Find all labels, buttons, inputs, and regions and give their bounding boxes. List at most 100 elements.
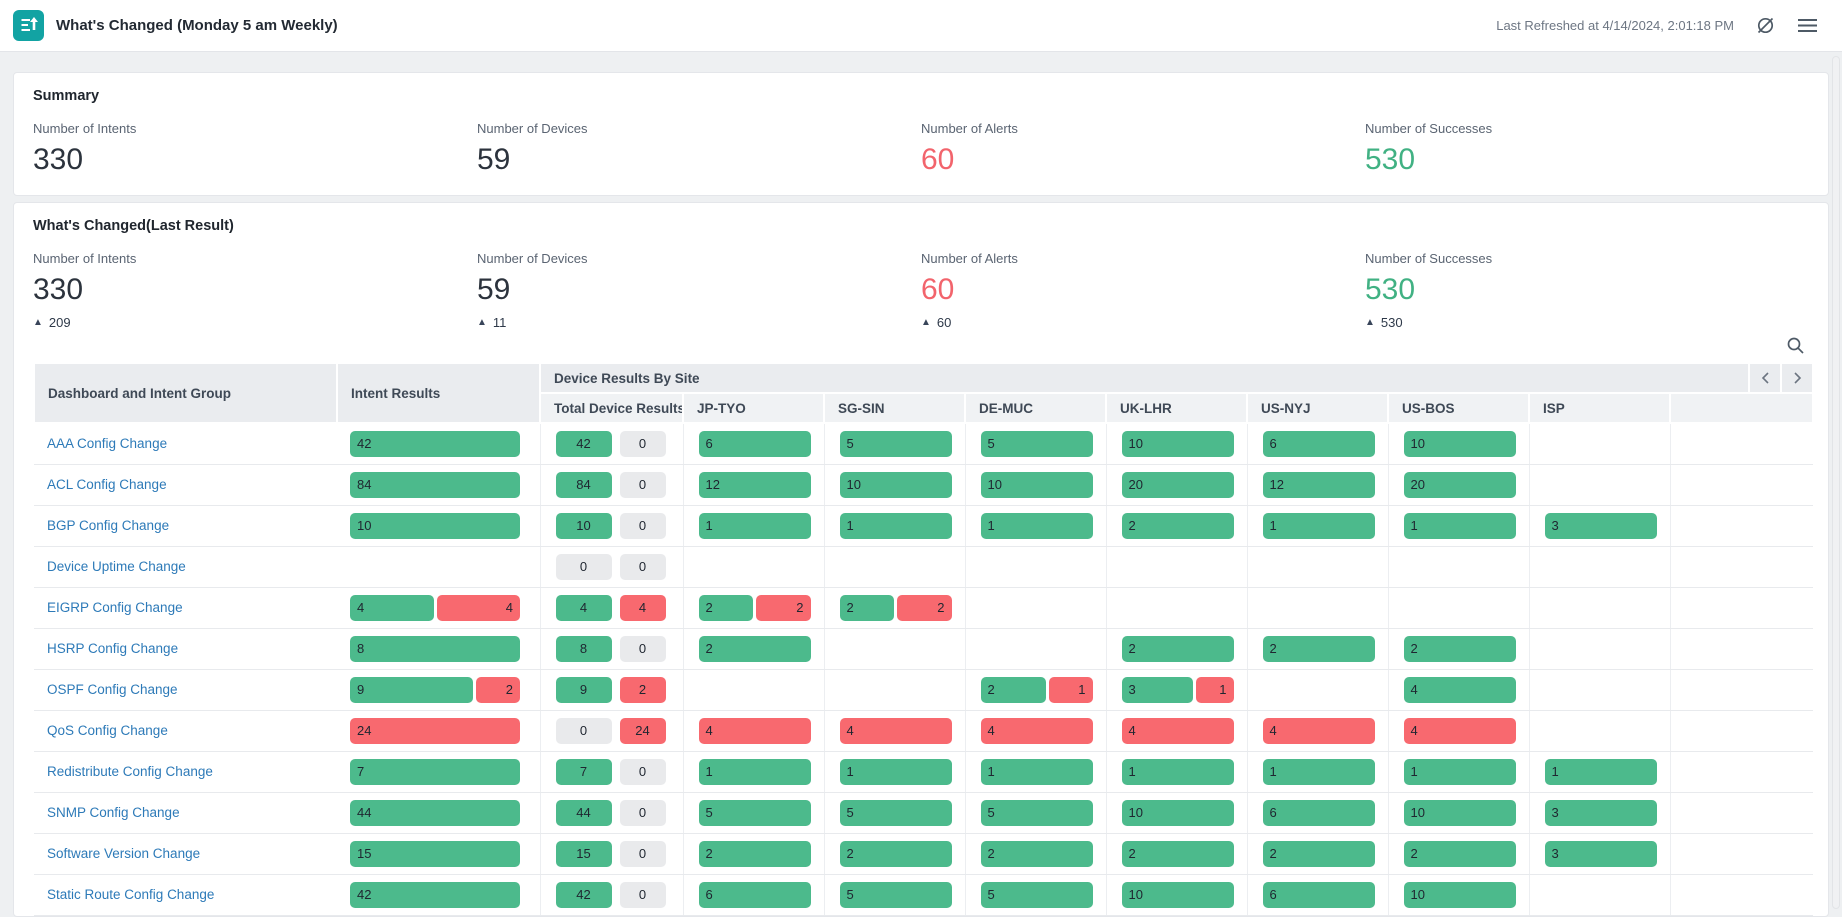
intent-group-link[interactable]: Software Version Change [47,845,201,861]
intent-group-link[interactable]: Static Route Config Change [47,886,215,902]
fail-bar[interactable]: 1 [1049,676,1093,703]
pass-bar[interactable]: 10 [350,512,520,539]
fail-count-pill[interactable]: 4 [619,594,666,621]
pass-bar[interactable]: 1 [1403,512,1516,539]
pass-count-pill[interactable]: 42 [555,430,612,457]
pass-count-pill[interactable]: 8 [555,635,612,662]
pass-bar[interactable]: 9 [350,676,474,703]
pass-bar[interactable]: 15 [350,840,520,867]
fail-count-pill[interactable]: 0 [619,512,666,539]
pass-bar[interactable]: 1 [839,758,952,785]
pass-bar[interactable]: 10 [1403,430,1516,457]
pass-bar[interactable]: 2 [980,676,1047,703]
intent-group-link[interactable]: OSPF Config Change [47,681,178,697]
chevron-left-icon[interactable] [1748,365,1780,391]
pass-bar[interactable]: 10 [1403,799,1516,826]
intent-group-link[interactable]: Redistribute Config Change [47,763,213,779]
pass-count-pill[interactable]: 9 [555,676,612,703]
fail-bar[interactable]: 1 [1195,676,1234,703]
pass-bar[interactable]: 6 [1262,881,1375,908]
pass-bar[interactable]: 2 [698,635,811,662]
pass-bar[interactable]: 84 [350,471,520,498]
fail-bar[interactable]: 4 [436,594,520,621]
pass-bar[interactable]: 2 [698,594,753,621]
intent-group-link[interactable]: EIGRP Config Change [47,599,183,615]
intent-group-link[interactable]: BGP Config Change [47,517,170,533]
pass-bar[interactable]: 2 [1121,635,1234,662]
hamburger-menu-icon[interactable] [1796,15,1818,37]
fail-bar[interactable]: 2 [897,594,952,621]
pass-bar[interactable]: 2 [1121,512,1234,539]
intent-group-link[interactable]: AAA Config Change [47,435,168,451]
intent-group-link[interactable]: ACL Config Change [47,476,167,492]
fail-bar[interactable]: 24 [350,717,520,744]
pass-bar[interactable]: 1 [1262,758,1375,785]
pass-bar[interactable]: 2 [1403,840,1516,867]
pass-bar[interactable]: 3 [1544,512,1657,539]
pass-count-pill[interactable]: 0 [555,717,612,744]
pass-bar[interactable]: 44 [350,799,520,826]
pass-bar[interactable]: 2 [839,594,894,621]
pass-bar[interactable]: 1 [980,512,1093,539]
fail-count-pill[interactable]: 0 [619,881,666,908]
pass-count-pill[interactable]: 7 [555,758,612,785]
intent-group-link[interactable]: Device Uptime Change [47,558,186,574]
pass-bar[interactable]: 10 [1121,430,1234,457]
pass-bar[interactable]: 2 [980,840,1093,867]
pass-bar[interactable]: 1 [1262,512,1375,539]
fail-count-pill[interactable]: 0 [619,553,666,580]
fail-bar[interactable]: 4 [1121,717,1234,744]
fail-bar[interactable]: 4 [1403,717,1516,744]
pass-bar[interactable]: 5 [839,799,952,826]
pass-bar[interactable]: 6 [1262,430,1375,457]
pass-bar[interactable]: 12 [1262,471,1375,498]
pass-bar[interactable]: 1 [1121,758,1234,785]
pass-count-pill[interactable]: 84 [555,471,612,498]
pass-bar[interactable]: 4 [350,594,434,621]
search-icon[interactable] [1784,334,1806,356]
vertical-scrollbar[interactable] [1832,56,1840,909]
chevron-right-icon[interactable] [1780,365,1811,391]
pass-bar[interactable]: 10 [1121,799,1234,826]
pass-count-pill[interactable]: 15 [555,840,612,867]
pass-bar[interactable]: 6 [1262,799,1375,826]
pass-bar[interactable]: 3 [1544,840,1657,867]
pass-count-pill[interactable]: 0 [555,553,612,580]
pass-bar[interactable]: 6 [698,881,811,908]
fail-count-pill[interactable]: 0 [619,840,666,867]
pass-bar[interactable]: 2 [1262,840,1375,867]
pass-bar[interactable]: 42 [350,881,520,908]
pass-count-pill[interactable]: 10 [555,512,612,539]
pass-count-pill[interactable]: 4 [555,594,612,621]
fail-count-pill[interactable]: 24 [619,717,666,744]
fail-count-pill[interactable]: 0 [619,471,666,498]
fail-count-pill[interactable]: 0 [619,635,666,662]
pass-bar[interactable]: 2 [1262,635,1375,662]
pass-bar[interactable]: 4 [1403,676,1516,703]
pass-bar[interactable]: 2 [1403,635,1516,662]
pass-bar[interactable]: 5 [980,799,1093,826]
fail-bar[interactable]: 4 [980,717,1093,744]
pass-bar[interactable]: 5 [980,430,1093,457]
fail-bar[interactable]: 4 [839,717,952,744]
fail-count-pill[interactable]: 2 [619,676,666,703]
pass-bar[interactable]: 5 [980,881,1093,908]
pass-bar[interactable]: 1 [698,758,811,785]
refresh-disabled-icon[interactable] [1754,15,1776,37]
fail-bar[interactable]: 2 [756,594,811,621]
pass-bar[interactable]: 1 [980,758,1093,785]
pass-bar[interactable]: 7 [350,758,520,785]
pass-bar[interactable]: 1 [1544,758,1657,785]
pass-bar[interactable]: 5 [839,430,952,457]
pass-bar[interactable]: 1 [698,512,811,539]
pass-bar[interactable]: 10 [1403,881,1516,908]
pass-bar[interactable]: 12 [698,471,811,498]
pass-bar[interactable]: 2 [1121,840,1234,867]
pass-bar[interactable]: 20 [1403,471,1516,498]
pass-bar[interactable]: 10 [839,471,952,498]
pass-bar[interactable]: 20 [1121,471,1234,498]
pass-bar[interactable]: 5 [698,799,811,826]
fail-count-pill[interactable]: 0 [619,758,666,785]
pass-bar[interactable]: 8 [350,635,520,662]
fail-bar[interactable]: 2 [476,676,520,703]
